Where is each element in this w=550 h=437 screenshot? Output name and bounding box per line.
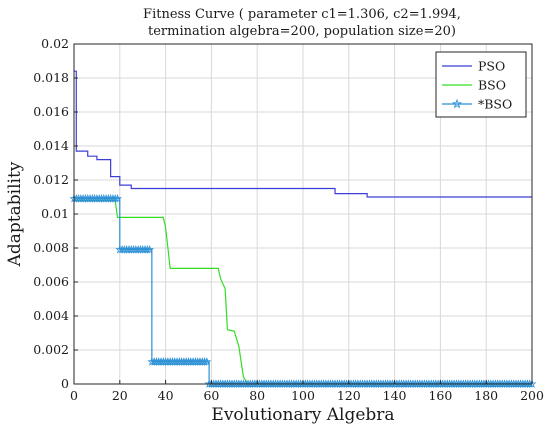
y-tick-label-8: 0.016 — [33, 104, 69, 119]
y-tick-label-3: 0.006 — [33, 274, 69, 289]
marker-*BSO-200 — [527, 379, 537, 388]
x-tick-label-6: 120 — [337, 388, 361, 403]
x-tick-label-9: 180 — [474, 388, 498, 403]
x-axis-label: Evolutionary Algebra — [211, 405, 394, 425]
y-tick-label-0: 0 — [61, 376, 69, 391]
y-tick-label-9: 0.018 — [33, 70, 69, 85]
y-axis-label: Adaptability — [5, 161, 25, 267]
legend-entry-PSO: PSO — [478, 59, 505, 74]
y-tick-label-1: 0.002 — [33, 342, 69, 357]
chart-title-line-1: Fitness Curve ( parameter c1=1.306, c2=1… — [143, 7, 461, 22]
y-tick-label-5: 0.01 — [41, 206, 69, 221]
x-tick-label-0: 0 — [70, 388, 78, 403]
x-tick-label-3: 60 — [203, 388, 219, 403]
y-tick-labels: 0 0.002 0.004 0.006 0.008 0.01 0.012 0.014 0.016… — [33, 36, 78, 391]
marker-*BSO-18 — [110, 193, 120, 203]
marker-*BSO-57 — [200, 357, 210, 366]
legend-marker-*BSO — [451, 98, 463, 109]
legend-entry-*BSO: *BSO — [478, 97, 512, 112]
marker-*BSO-19 — [113, 193, 123, 203]
x-tick-label-5: 100 — [291, 388, 315, 403]
chart-title: Fitness Curve ( parameter c1=1.306, c2=1… — [143, 7, 461, 39]
x-tick-label-4: 80 — [249, 388, 265, 403]
x-tick-label-10: 200 — [520, 388, 544, 403]
marker-*BSO-58 — [202, 357, 212, 366]
x-tick-label-7: 140 — [383, 388, 407, 403]
chart-title-line-2: termination algebra=200, population size… — [148, 24, 456, 39]
x-tick-labels: 0 20 40 60 80 100 120 140 160 180 200 — [70, 380, 544, 403]
x-tick-label-8: 160 — [428, 388, 452, 403]
x-tick-label-1: 20 — [112, 388, 128, 403]
y-tick-label-4: 0.008 — [33, 240, 69, 255]
legend: PSO BSO *BSO — [435, 51, 527, 118]
series-line-PSO — [74, 70, 532, 198]
y-tick-label-10: 0.02 — [41, 36, 69, 51]
x-tick-label-2: 40 — [158, 388, 174, 403]
legend-entry-BSO: BSO — [478, 78, 506, 93]
y-tick-label-2: 0.004 — [33, 308, 69, 323]
y-tick-label-7: 0.014 — [33, 138, 69, 153]
grid-lines — [74, 44, 532, 384]
series-line-BSO — [74, 199, 532, 385]
marker-*BSO-33 — [145, 244, 155, 254]
y-tick-label-6: 0.012 — [33, 172, 69, 187]
marker-*BSO-32 — [142, 244, 152, 254]
